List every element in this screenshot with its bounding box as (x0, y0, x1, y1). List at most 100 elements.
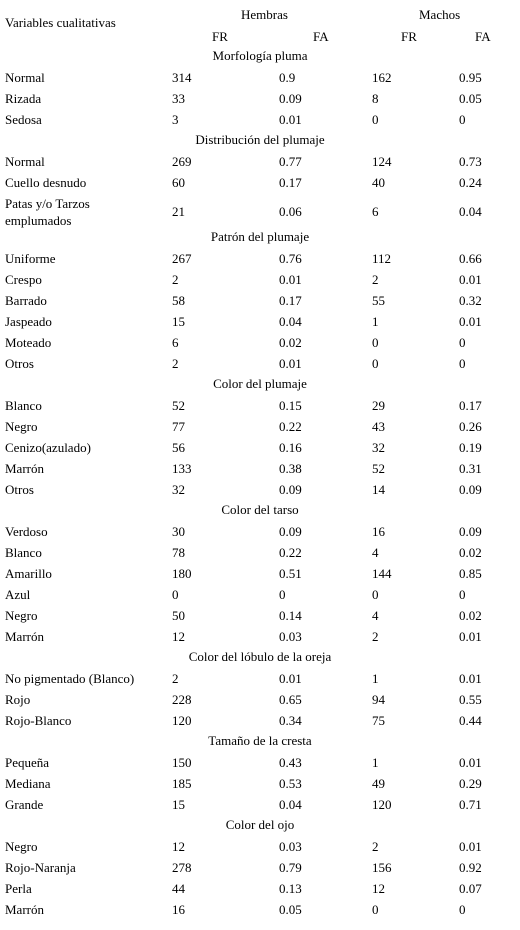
row-label: No pigmentado (Blanco) (5, 671, 134, 687)
cell-hembras-fr: 33 (172, 91, 185, 107)
cell-hembras-fr: 12 (172, 629, 185, 645)
table-row: Perla 44 0.13 12 0.07 (0, 879, 520, 900)
cell-hembras-fa: 0.09 (279, 482, 302, 498)
cell-machos-fa: 0.02 (459, 545, 482, 561)
row-label: Negro (5, 839, 38, 855)
header-machos: Machos (419, 7, 460, 23)
row-label: Moteado (5, 335, 51, 351)
cell-hembras-fa: 0.17 (279, 293, 302, 309)
cell-hembras-fr: 15 (172, 314, 185, 330)
cell-hembras-fa: 0.76 (279, 251, 302, 267)
section-title: Color del tarso (0, 501, 520, 519)
cell-machos-fa: 0.05 (459, 91, 482, 107)
section-title: Patrón del plumaje (0, 228, 520, 246)
table-row: Negro 77 0.22 43 0.26 (0, 417, 520, 438)
row-label: Verdoso (5, 524, 48, 540)
row-label: Negro (5, 419, 38, 435)
table-row: No pigmentado (Blanco) 2 0.01 1 0.01 (0, 669, 520, 690)
cell-hembras-fa: 0.03 (279, 839, 302, 855)
cell-hembras-fr: 314 (172, 70, 192, 86)
table-row: Marrón 133 0.38 52 0.31 (0, 459, 520, 480)
cell-hembras-fa: 0.01 (279, 671, 302, 687)
cell-hembras-fr: 30 (172, 524, 185, 540)
row-label: Rizada (5, 91, 41, 107)
cell-hembras-fr: 50 (172, 608, 185, 624)
row-label: Normal (5, 70, 45, 86)
cell-machos-fr: 0 (372, 587, 379, 603)
table-row: Negro 50 0.14 4 0.02 (0, 606, 520, 627)
cell-hembras-fr: 58 (172, 293, 185, 309)
cell-machos-fr: 0 (372, 902, 379, 918)
cell-hembras-fa: 0.13 (279, 881, 302, 897)
cell-machos-fr: 52 (372, 461, 385, 477)
cell-machos-fr: 40 (372, 175, 385, 191)
cell-machos-fa: 0.73 (459, 154, 482, 170)
row-label: Patas y/o Tarzos (5, 196, 90, 212)
table-row: Blanco 78 0.22 4 0.02 (0, 543, 520, 564)
cell-machos-fr: 14 (372, 482, 385, 498)
table-row: Marrón 12 0.03 2 0.01 (0, 627, 520, 648)
row-label: Sedosa (5, 112, 42, 128)
cell-hembras-fa: 0.43 (279, 755, 302, 771)
row-label: Perla (5, 881, 32, 897)
cell-hembras-fa: 0.04 (279, 314, 302, 330)
row-label: Blanco (5, 545, 42, 561)
cell-hembras-fa: 0.14 (279, 608, 302, 624)
cell-machos-fa: 0.01 (459, 314, 482, 330)
cell-hembras-fa: 0.22 (279, 419, 302, 435)
cell-machos-fr: 16 (372, 524, 385, 540)
cell-machos-fa: 0 (459, 335, 466, 351)
cell-hembras-fr: 52 (172, 398, 185, 414)
cell-hembras-fa: 0.01 (279, 272, 302, 288)
cell-hembras-fr: 44 (172, 881, 185, 897)
row-label: Azul (5, 587, 30, 603)
table-row: Patas y/o Tarzos emplumados 21 0.06 6 0.04 (0, 194, 520, 228)
cell-machos-fr: 4 (372, 608, 379, 624)
cell-hembras-fa: 0 (279, 587, 286, 603)
cell-machos-fr: 55 (372, 293, 385, 309)
cell-hembras-fa: 0.17 (279, 175, 302, 191)
cell-hembras-fa: 0.02 (279, 335, 302, 351)
row-label: Rojo (5, 692, 30, 708)
cell-hembras-fr: 269 (172, 154, 192, 170)
cell-machos-fr: 0 (372, 112, 379, 128)
row-label: Blanco (5, 398, 42, 414)
cell-hembras-fa: 0.53 (279, 776, 302, 792)
cell-hembras-fa: 0.09 (279, 524, 302, 540)
table-row: Negro 12 0.03 2 0.01 (0, 837, 520, 858)
header-variables: Variables cualitativas (5, 15, 116, 31)
cell-hembras-fr: 180 (172, 566, 192, 582)
cell-machos-fa: 0.07 (459, 881, 482, 897)
cell-machos-fa: 0.19 (459, 440, 482, 456)
cell-hembras-fa: 0.06 (279, 204, 302, 220)
row-label: Amarillo (5, 566, 52, 582)
cell-hembras-fr: 120 (172, 713, 192, 729)
cell-hembras-fr: 16 (172, 902, 185, 918)
table-row: Rojo-Blanco 120 0.34 75 0.44 (0, 711, 520, 732)
row-label: Barrado (5, 293, 47, 309)
cell-machos-fr: 0 (372, 356, 379, 372)
cell-hembras-fa: 0.34 (279, 713, 302, 729)
table-row: Otros 2 0.01 0 0 (0, 354, 520, 375)
cell-hembras-fr: 56 (172, 440, 185, 456)
cell-machos-fr: 2 (372, 839, 379, 855)
cell-hembras-fr: 133 (172, 461, 192, 477)
row-label: Rojo-Naranja (5, 860, 76, 876)
cell-machos-fr: 29 (372, 398, 385, 414)
cell-machos-fa: 0.24 (459, 175, 482, 191)
cell-hembras-fr: 32 (172, 482, 185, 498)
table-row: Otros 32 0.09 14 0.09 (0, 480, 520, 501)
cell-machos-fr: 156 (372, 860, 392, 876)
cell-machos-fa: 0.66 (459, 251, 482, 267)
cell-machos-fa: 0.95 (459, 70, 482, 86)
cell-hembras-fr: 267 (172, 251, 192, 267)
cell-machos-fr: 162 (372, 70, 392, 86)
cell-hembras-fr: 3 (172, 112, 179, 128)
row-label: Otros (5, 356, 34, 372)
table-row: Rojo 228 0.65 94 0.55 (0, 690, 520, 711)
table-row: Cenizo(azulado) 56 0.16 32 0.19 (0, 438, 520, 459)
section-title: Tamaño de la cresta (0, 732, 520, 750)
cell-machos-fr: 49 (372, 776, 385, 792)
cell-machos-fa: 0.29 (459, 776, 482, 792)
